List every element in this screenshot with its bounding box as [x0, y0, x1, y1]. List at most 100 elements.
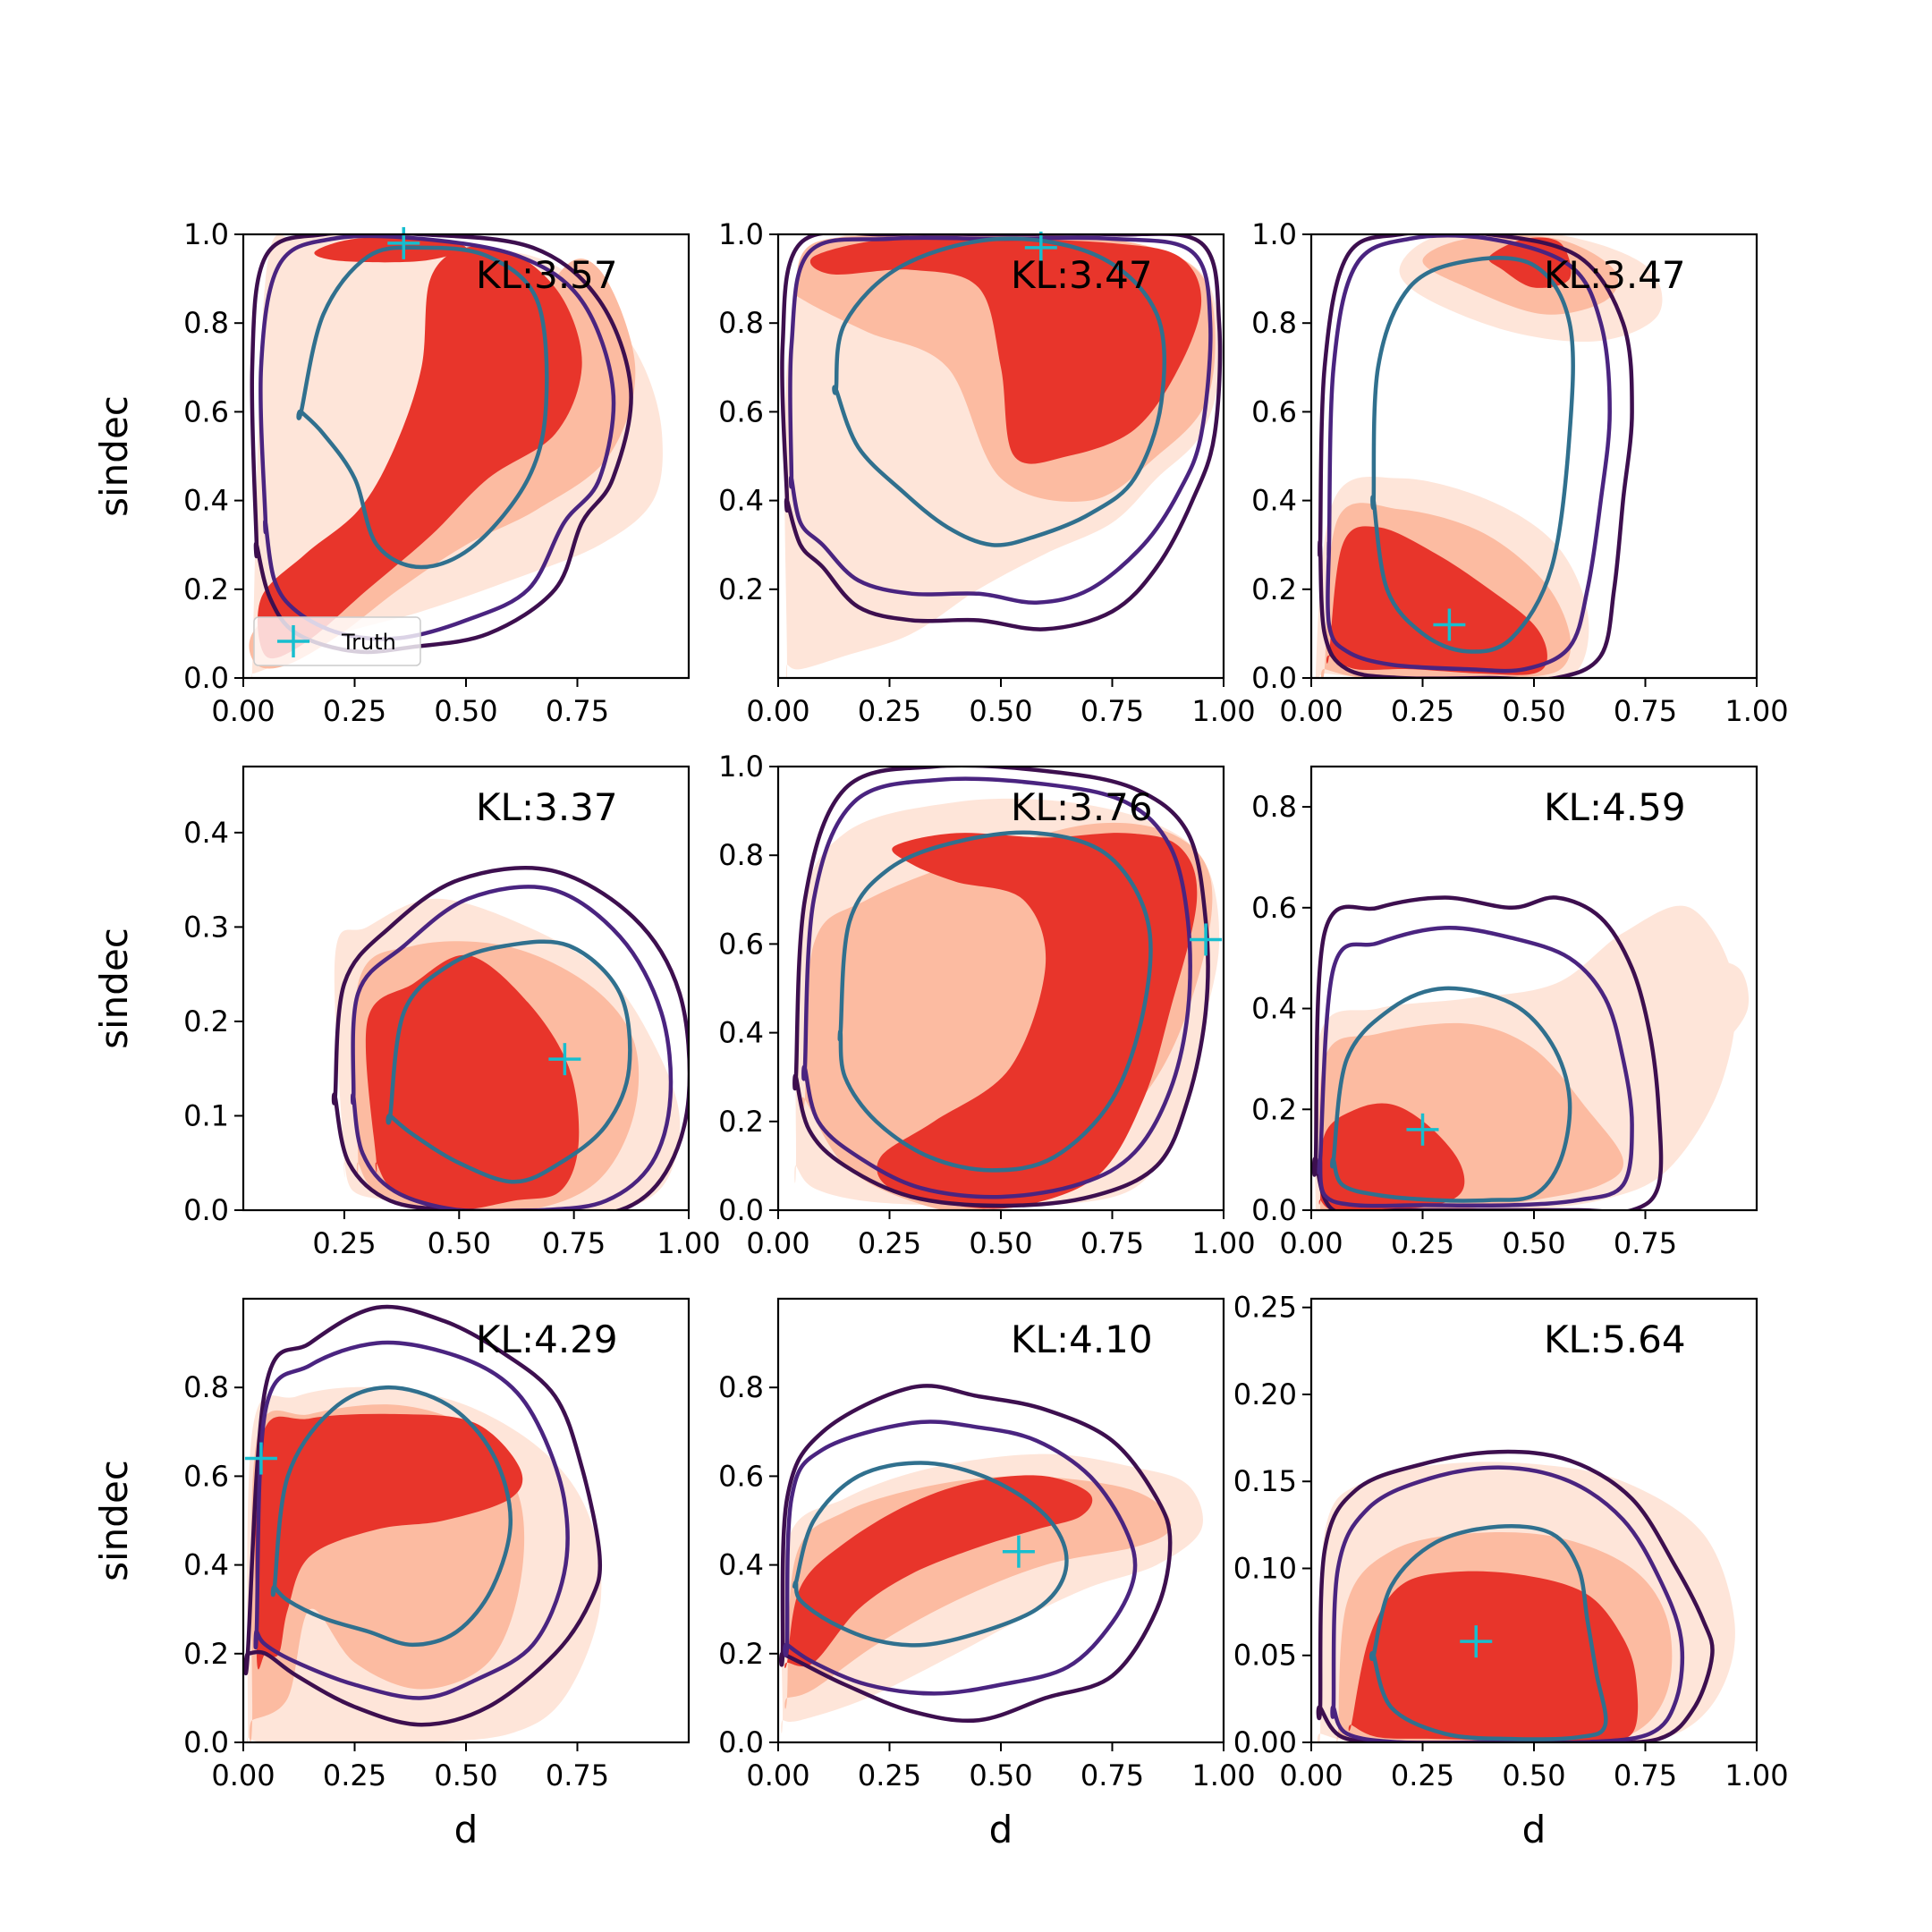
- contour-line-inner-2: [1368, 1523, 1608, 1741]
- x-tick-label: 0.00: [211, 694, 275, 728]
- filled-region-dark-2: [809, 237, 1202, 464]
- y-tick-label: 0.6: [1251, 394, 1297, 428]
- plot-area: [1315, 234, 1663, 678]
- contour-line-middle-1: [1330, 1465, 1685, 1742]
- y-tick-label: 1.0: [718, 750, 764, 784]
- y-tick-label: 0.4: [1251, 992, 1297, 1026]
- y-tick-label: 0.6: [718, 1459, 764, 1493]
- x-tick-label: 0.75: [1614, 694, 1677, 728]
- x-tick-label: 0.50: [1502, 1758, 1565, 1792]
- x-tick-label: 0.25: [858, 1226, 921, 1260]
- truth-marker: [1406, 1113, 1439, 1146]
- contour-line-middle-1: [1317, 926, 1634, 1208]
- subplot-r2c0: 0.00 0.25 0.50 0.75 0.0 0.2 0.4 0.6 0.8 KL:4.29 si…: [92, 1297, 691, 1852]
- contour-line-inner-2: [792, 1461, 1069, 1648]
- legend: Truth: [253, 616, 421, 666]
- x-tick-label: 0.50: [1502, 1226, 1565, 1260]
- y-axis-label: sindec: [92, 928, 136, 1049]
- truth-marker: [548, 1043, 581, 1076]
- x-axis: 0.25 0.50 0.75 1.00: [312, 1210, 721, 1260]
- plot-area: [243, 1304, 603, 1742]
- x-tick-label: 0.25: [312, 1226, 376, 1260]
- plot-area: [1316, 1449, 1735, 1742]
- x-axis: 0.00 0.25 0.50 0.75: [211, 1742, 609, 1792]
- x-tick-label: 0.75: [1080, 694, 1144, 728]
- y-axis-label: sindec: [92, 395, 136, 517]
- y-tick-label: 0.4: [1251, 484, 1297, 518]
- contour-line-inner-2: [386, 939, 632, 1184]
- contour-line-middle-1: [1326, 234, 1612, 674]
- x-tick-label: 0.75: [1614, 1758, 1677, 1792]
- y-tick-label: 0.0: [1251, 1193, 1297, 1227]
- x-tick-label: 0.00: [746, 1226, 809, 1260]
- y-tick-label: 0.6: [183, 394, 229, 428]
- y-tick-label: 0.2: [718, 572, 764, 606]
- x-axis: 0.00 0.25 0.50 0.75 1.00: [1279, 1742, 1789, 1792]
- x-tick-label: 0.25: [858, 694, 921, 728]
- x-tick-label: 1.00: [1191, 1226, 1255, 1260]
- x-axis: 0.00 0.25 0.50 0.75: [211, 678, 609, 728]
- subplot-r2c1: 0.00 0.25 0.50 0.75 1.00 0.0 0.2 0.4 0.6 0.8 KL:4.…: [718, 1297, 1256, 1852]
- y-tick-label: 0.2: [183, 572, 229, 606]
- truth-marker: [1024, 231, 1057, 264]
- contour-line-outer-0: [792, 767, 1210, 1208]
- contour-line-outer-0: [1316, 1449, 1715, 1742]
- legend-label: Truth: [341, 630, 396, 655]
- x-axis: 0.00 0.25 0.50 0.75 1.00: [746, 1742, 1256, 1792]
- y-axis: 0.0 0.2 0.4 0.6 0.8: [1251, 790, 1311, 1227]
- contour-line-inner-2: [270, 1385, 513, 1648]
- y-tick-label: 0.0: [183, 1193, 229, 1227]
- x-tick-label: 0.50: [434, 1758, 497, 1792]
- y-tick-label: 0.0: [1251, 661, 1297, 695]
- y-tick-label: 0.4: [718, 1548, 764, 1582]
- kl-annotation: KL:5.64: [1544, 1318, 1686, 1361]
- kl-annotation: KL:4.29: [476, 1318, 618, 1361]
- contour-line-outer-0: [1318, 234, 1634, 678]
- subplot-r1c1: 0.00 0.25 0.50 0.75 1.00 0.0 0.2 0.4 0.6 0.8 1.0 KL…: [718, 750, 1256, 1260]
- contour-line-middle-1: [350, 885, 674, 1210]
- x-tick-label: 0.50: [434, 694, 497, 728]
- kl-annotation: KL:4.10: [1011, 1318, 1153, 1361]
- y-tick-label: 0.2: [1251, 572, 1297, 606]
- x-tick-label: 1.00: [1724, 694, 1788, 728]
- subplot-grid: 0.00 0.25 0.50 0.75 0.0 0.2 0.4 0.6 0.8 1.0 KL:3.5…: [92, 217, 1789, 1852]
- y-tick-label: 0.4: [183, 484, 229, 518]
- y-axis: 0.0 0.1 0.2 0.3 0.4: [183, 816, 243, 1227]
- y-tick-label: 0.0: [718, 1193, 764, 1227]
- legend-box: [253, 616, 421, 666]
- y-axis: 0.0 0.2 0.4 0.6 0.8 1.0: [718, 750, 778, 1227]
- y-tick-label: 0.8: [183, 306, 229, 340]
- x-tick-label: 0.50: [969, 1758, 1032, 1792]
- x-tick-label: 0.00: [746, 694, 809, 728]
- truth-marker: [1002, 1535, 1035, 1568]
- plot-area: [1311, 895, 1750, 1210]
- subplot-r1c0: 0.25 0.50 0.75 1.00 0.0 0.1 0.2 0.3 0.4 KL:3.37 si…: [92, 765, 721, 1260]
- plot-area: [780, 234, 1223, 678]
- contour-line-middle-1: [788, 235, 1213, 605]
- y-tick-label: 0.2: [183, 1637, 229, 1671]
- x-tick-label: 0.00: [1279, 694, 1343, 728]
- y-tick-label: 0.0: [183, 1725, 229, 1759]
- filled-region-dark-2: [257, 246, 582, 659]
- x-tick-label: 0.75: [542, 1226, 606, 1260]
- y-tick-label: 0.4: [718, 484, 764, 518]
- plot-area: [249, 234, 663, 678]
- plot-area: [331, 865, 689, 1210]
- y-tick-label: 0.6: [183, 1459, 229, 1493]
- contour-line-outer-0: [243, 1304, 603, 1727]
- y-tick-label: 0.8: [718, 838, 764, 872]
- x-tick-label: 0.25: [1391, 1758, 1454, 1792]
- y-tick-label: 0.0: [718, 1725, 764, 1759]
- truth-marker: [1190, 923, 1223, 956]
- y-tick-label: 0.00: [1233, 1725, 1297, 1759]
- x-tick-label: 0.00: [211, 1758, 275, 1792]
- x-tick-label: 0.75: [1080, 1758, 1144, 1792]
- kl-annotation: KL:3.47: [1011, 253, 1153, 297]
- x-axis: 0.00 0.25 0.50 0.75 1.00: [746, 1210, 1256, 1260]
- kl-annotation: KL:3.57: [476, 253, 618, 297]
- y-tick-label: 0.6: [1251, 891, 1297, 925]
- contour-line-inner-2: [832, 236, 1166, 547]
- x-tick-label: 0.50: [1502, 694, 1565, 728]
- y-tick-label: 0.6: [718, 927, 764, 961]
- y-axis: 0.2 0.4 0.6 0.8 1.0: [718, 217, 778, 606]
